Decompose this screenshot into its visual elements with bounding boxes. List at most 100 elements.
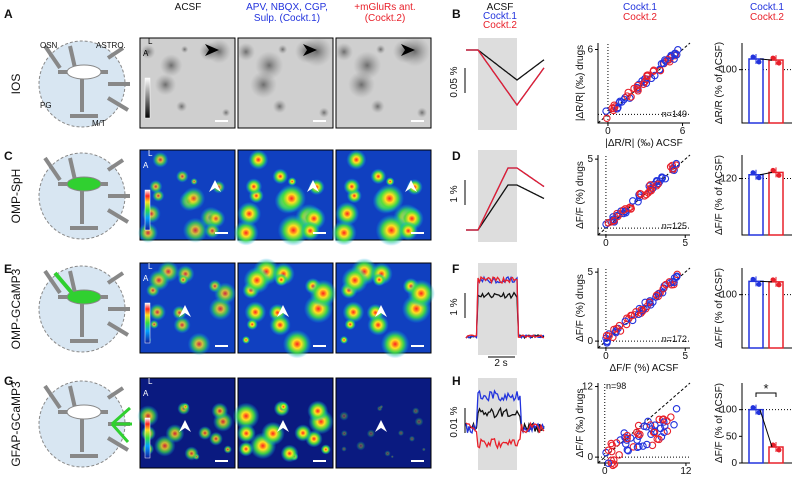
micrograph (137, 149, 236, 243)
bar (748, 58, 764, 124)
scatter-decoration (623, 434, 631, 443)
image-blob (187, 332, 211, 356)
x-axis-label: |ΔR/R| (‰) ACSF (605, 138, 682, 149)
scatter-decoration (603, 114, 611, 122)
image-blob (385, 177, 395, 186)
image-blob (233, 220, 259, 246)
y-axis-label: ΔF/F (% of ACSF) (714, 383, 725, 463)
image-blob (149, 319, 159, 329)
image-blob (274, 273, 288, 287)
image-blob (154, 73, 177, 96)
y-axis-label: ΔF/F (% of ACSF) (714, 268, 725, 348)
pairing-line (759, 171, 773, 176)
scatter-decoration (629, 443, 638, 451)
schematic-glomerulus (66, 289, 102, 305)
scatter-decoration (667, 413, 675, 421)
image-blob (277, 214, 310, 246)
image-blob (177, 274, 189, 286)
image-blob (165, 424, 185, 443)
trace-scale-label: 0.05 % (449, 66, 460, 97)
scatter-decoration (655, 435, 663, 444)
bar-point (776, 60, 782, 66)
scatter-decoration (634, 198, 642, 206)
scatter-decoration (602, 107, 610, 115)
trace (466, 49, 545, 107)
micrograph (237, 258, 337, 359)
micrograph (232, 377, 334, 469)
scatter-decoration (643, 440, 651, 449)
image-blob (176, 170, 189, 183)
y-tick-label: 0 (731, 458, 737, 469)
scatter-decoration (634, 430, 642, 438)
image-blob (307, 400, 329, 422)
scatter-decoration (607, 459, 616, 468)
image-blob (137, 222, 159, 243)
image-blob (384, 450, 391, 457)
image-blob (318, 107, 330, 118)
scatter-decoration (637, 305, 646, 314)
image-blob (356, 441, 366, 451)
micrograph (236, 36, 334, 129)
bar-point (756, 59, 762, 65)
stimulus-shade (478, 378, 517, 470)
trace-scale-label: 1 % (449, 185, 460, 202)
bar-point (770, 277, 776, 283)
y-tick-label: 12 (582, 382, 594, 393)
colorbar (144, 189, 151, 231)
panel-letter: A (4, 7, 13, 21)
image-blob (301, 36, 333, 67)
micrograph (139, 260, 237, 356)
pairing-line (759, 409, 773, 448)
image-blob (398, 221, 418, 241)
y-tick-label: 100 (720, 405, 737, 416)
y-tick-label: 5 (587, 154, 593, 165)
scatter-decoration (672, 159, 681, 168)
image-blob (309, 279, 337, 308)
trace-scale-label: 0.01 % (449, 406, 460, 437)
image-blob (148, 269, 170, 291)
trace (465, 421, 545, 450)
image-blob (173, 316, 191, 334)
image-blob (211, 402, 229, 420)
orientation-label: A (143, 274, 149, 283)
arrowhead (205, 44, 219, 56)
time-scale-label: 2 s (494, 358, 507, 369)
scatter-decoration (623, 446, 632, 454)
image-blob (282, 329, 312, 359)
scatter-decoration (661, 56, 669, 64)
scatter-decoration (628, 311, 636, 320)
image-blob (320, 444, 331, 455)
image-blob (339, 411, 349, 421)
image-blob (399, 36, 431, 67)
image-blob (237, 201, 262, 226)
column-title: +mGluRs ant. (354, 2, 415, 13)
scatter-decoration (605, 332, 613, 340)
image-blob (221, 108, 231, 117)
scatter-decoration (660, 428, 668, 437)
panel-letter: F (452, 262, 459, 276)
image-blob (236, 42, 256, 61)
image-blob (209, 431, 223, 446)
scatter-decoration (651, 421, 659, 429)
orientation-label: L (148, 37, 153, 46)
image-blob (181, 402, 190, 411)
scatter-decoration (607, 439, 615, 448)
scatter-decoration (613, 209, 621, 218)
image-blob (287, 177, 297, 186)
scatter-decoration (663, 417, 671, 425)
n-label: n=125 (662, 221, 687, 231)
x-tick-label: 5 (682, 238, 688, 249)
image-blob (182, 217, 208, 243)
scatter-decoration (667, 281, 676, 289)
panel-letter: H (452, 374, 461, 388)
y-tick-label: 5 (587, 267, 593, 278)
y-axis-label: ΔF/F (% of ACSF) (714, 155, 725, 235)
y-axis-label: |ΔR/R| (‰) drugs (575, 45, 586, 121)
scatter-decoration (659, 285, 667, 293)
image-blob (375, 214, 408, 246)
image-blob (248, 149, 269, 170)
row-label: GFAP-GCaMP3 (9, 381, 23, 467)
scatter-decoration (603, 339, 611, 347)
scatter-decoration (648, 441, 657, 450)
